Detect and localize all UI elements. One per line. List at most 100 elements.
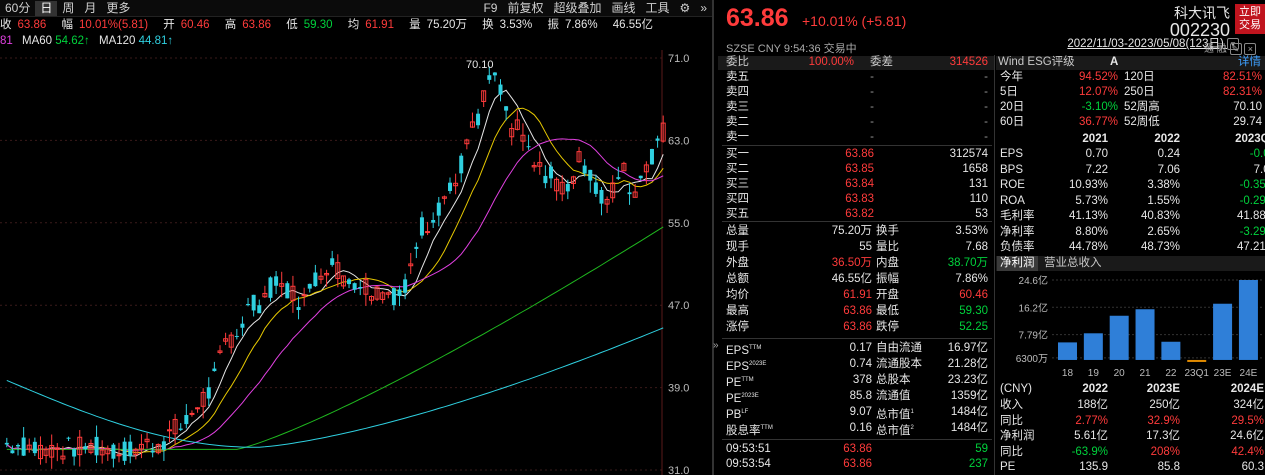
forecast-label: 同比 [1000,445,1023,458]
candle-body [469,121,475,128]
chevron-down-icon[interactable]: ▾ [1227,38,1239,50]
fin-label: 负债率 [1000,241,1035,253]
valuation-value: 1484亿 [950,422,988,434]
forecast-header: (CNY) [1000,383,1032,395]
fin-value: -0.03 [1249,148,1265,160]
return-label: 120日 [1124,71,1155,83]
stat-label: 涨停 [726,321,749,333]
valuation-label: 总市值1 [876,408,914,421]
sell-level-price: - [870,71,874,83]
return-value: 82.31% [1222,86,1262,98]
candle-body [464,139,470,145]
date-range-select[interactable]: 2022/11/03-2023/05/08(123日) ▾ [1067,35,1239,51]
overlay-button[interactable]: 超级叠加 [553,0,602,15]
candle-body [352,283,357,290]
candle-body [504,106,509,111]
fin-value: 8.80% [1075,225,1108,238]
tab-more[interactable]: 更多 [106,0,131,15]
panel-divider[interactable] [712,0,714,475]
candle-body [4,442,9,445]
candle-body [492,72,497,76]
forecast-label: 净利润 [1000,430,1035,442]
kline-chart[interactable]: 71.0 63.0 55.0 47.0 39.0 31.0 70.10 [0,50,712,475]
candle-body [184,415,189,425]
candle-body [72,449,77,457]
f9-button[interactable]: F9 [483,0,498,15]
stat-value: 38.70万 [947,257,988,269]
settings-icon[interactable]: ⚙ [679,0,691,15]
esg-detail-link[interactable]: 详情 [1238,56,1261,68]
sell-level-price: - [870,86,874,98]
candle-body [385,292,391,295]
candle-body [240,323,245,328]
candle-body [21,437,26,456]
stat-value: 3.53% [955,225,988,237]
return-label: 250日 [1124,86,1155,98]
buy-level-price: 63.85 [845,163,874,175]
forecast-value: 5.61亿 [1074,430,1108,442]
candle-body [408,263,414,267]
buy-level-volume: 131 [968,178,988,190]
stat-value: 36.50万 [831,257,872,269]
candle-body [212,368,217,372]
forecast-value: 17.3亿 [1146,430,1180,442]
y-tick-label: 63.0 [668,135,689,147]
valuation-label: 流通股本 [876,358,922,370]
period-toolbar: 60分 日 周 月 更多 F9 前复权 超级叠加 画线 工具 ⚙ » [0,0,712,17]
buy-level-volume: 110 [969,193,988,205]
candle-body [290,285,296,302]
buy-level-label: 买一 [726,148,749,160]
tick-time: 09:53:51 [726,443,771,455]
market-info: SZSE CNY 9:54:36 交易中 [726,43,857,55]
valuation-value: 23.23亿 [947,374,988,386]
stat-label: 最低 [876,305,899,317]
stat-value: 63.86 [843,321,872,333]
expand-icon[interactable]: » [700,0,707,15]
tab-revenue[interactable]: 营业总收入 [1044,257,1102,269]
collapse-icon[interactable]: » [713,340,719,351]
profit-x-label: 18 [1062,368,1074,379]
candle-body [436,202,441,216]
ma10-line [6,107,664,454]
candle-body [509,128,515,138]
candle-body [301,294,307,297]
sell-level-volume: - [984,116,988,128]
stat-value: 60.46 [959,289,988,301]
stat-value: 59.30 [959,305,988,317]
profit-bar [1083,333,1103,360]
candle-body [16,444,21,447]
ma-legend: 81 MA60 54.62↑ MA120 44.81↑ [0,35,174,47]
close-icon[interactable]: × [1244,43,1257,55]
stat-value: 7.68 [965,241,988,253]
forecast-value: 60.3 [1241,461,1264,473]
draw-button[interactable]: 画线 [611,0,636,15]
trade-button[interactable]: 立即交易 [1235,4,1265,34]
tab-60min[interactable]: 60分 [5,0,31,15]
candle-body [487,75,492,80]
forecast-header: 2023E [1146,383,1180,395]
stat-value: 61.91 [843,289,872,301]
order-ratio: 100.00% [808,56,854,68]
fin-year-header: 2022 [1154,133,1180,145]
tab-net-profit[interactable]: 净利润 [997,256,1038,271]
fin-value: 41.88% [1236,210,1265,222]
tab-daily[interactable]: 日 [35,0,58,16]
valuation-value: 0.17 [849,342,872,354]
return-label: 20日 [1000,101,1025,113]
candle-body [531,165,537,168]
fin-value: 10.93% [1068,179,1108,191]
forecast-header: 2022 [1082,383,1108,395]
tab-weekly[interactable]: 周 [62,0,75,15]
forecast-value: 24.6亿 [1230,430,1264,442]
edit-icon[interactable]: ✎ [1229,43,1242,55]
candle-body [391,288,396,306]
candle-body [150,450,155,453]
adjust-button[interactable]: 前复权 [507,0,544,15]
tick-volume: 237 [968,458,988,470]
tools-button[interactable]: 工具 [645,0,670,15]
stat-label: 均价 [726,289,749,301]
tab-monthly[interactable]: 月 [84,0,97,15]
fin-value: 0.24 [1157,148,1180,160]
price-change: +10.01% (+5.81) [802,13,907,29]
candle-body [257,305,262,314]
